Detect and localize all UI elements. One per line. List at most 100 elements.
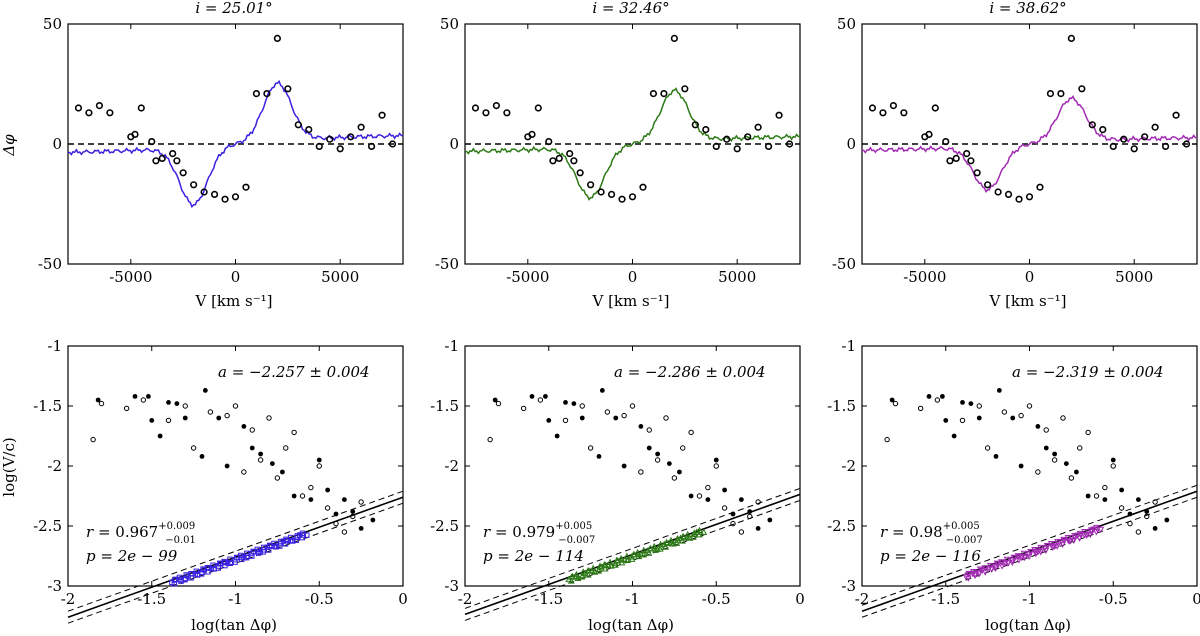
filled-point bbox=[1164, 517, 1170, 523]
observed-point bbox=[681, 85, 689, 93]
open-point bbox=[182, 403, 188, 409]
bottom-2-ytick-label: -3 bbox=[444, 577, 459, 595]
model-point bbox=[584, 567, 592, 574]
observed-point bbox=[723, 135, 731, 143]
model-point bbox=[193, 568, 199, 574]
model-point bbox=[1097, 526, 1105, 534]
open-point bbox=[140, 397, 147, 403]
observed-point bbox=[639, 183, 647, 191]
observed-point bbox=[231, 193, 240, 201]
observed-point bbox=[1161, 142, 1170, 150]
model-point bbox=[679, 532, 687, 540]
observed-point bbox=[367, 142, 376, 150]
model-point bbox=[1025, 553, 1033, 561]
observed-point bbox=[570, 157, 578, 165]
model-point bbox=[601, 561, 608, 568]
model-point bbox=[293, 537, 300, 543]
filled-point bbox=[157, 433, 163, 439]
observed-point bbox=[528, 130, 536, 138]
model-point bbox=[981, 565, 989, 572]
filled-point bbox=[940, 394, 945, 399]
filled-point bbox=[258, 451, 264, 457]
filled-point bbox=[571, 401, 577, 406]
model-point bbox=[595, 567, 603, 574]
observed-point bbox=[221, 195, 229, 203]
observed-point bbox=[326, 135, 334, 143]
observed-point bbox=[618, 195, 626, 203]
open-point bbox=[562, 417, 569, 424]
filled-point bbox=[613, 415, 619, 421]
open-point bbox=[1077, 445, 1083, 451]
open-point bbox=[350, 513, 356, 520]
model-point bbox=[1081, 529, 1089, 536]
open-point bbox=[884, 436, 890, 443]
open-point bbox=[696, 493, 703, 499]
model-point bbox=[650, 542, 658, 550]
model-point bbox=[1020, 554, 1028, 562]
open-point bbox=[1152, 499, 1158, 505]
open-point bbox=[283, 445, 289, 451]
open-point bbox=[1043, 427, 1049, 433]
filled-point bbox=[1063, 461, 1069, 466]
observed-point bbox=[744, 133, 752, 141]
observed-point bbox=[503, 109, 511, 117]
open-point bbox=[1127, 520, 1133, 527]
p-label-1: p = 2e − 99 bbox=[86, 547, 178, 565]
open-point bbox=[249, 427, 255, 433]
bottom-2-xtick-label: -2 bbox=[458, 590, 473, 608]
model-point bbox=[998, 559, 1005, 566]
observed-point bbox=[702, 126, 710, 134]
filled-point bbox=[889, 397, 895, 403]
bottom-ylabel: log(V/c) bbox=[0, 437, 18, 496]
filled-point bbox=[738, 497, 744, 502]
model-point bbox=[1011, 555, 1019, 562]
filled-point bbox=[1085, 493, 1091, 499]
observed-point bbox=[273, 34, 281, 43]
open-point bbox=[705, 484, 711, 491]
open-point bbox=[713, 463, 719, 469]
bottom-1-ytick-label: -3 bbox=[47, 577, 62, 595]
model-point bbox=[221, 558, 227, 565]
observed-point bbox=[1004, 190, 1013, 198]
observed-point bbox=[1151, 123, 1159, 131]
open-point bbox=[934, 397, 941, 403]
observed-point bbox=[357, 123, 365, 131]
filled-point bbox=[1144, 509, 1150, 514]
observed-point bbox=[775, 111, 783, 119]
open-point bbox=[98, 400, 105, 407]
model-point bbox=[623, 556, 631, 564]
observed-point bbox=[1182, 140, 1191, 148]
model-point bbox=[634, 548, 642, 556]
open-point bbox=[207, 409, 214, 415]
model-curve-3 bbox=[862, 95, 1197, 193]
filled-point bbox=[655, 451, 661, 457]
observed-point bbox=[649, 89, 658, 98]
model-point bbox=[700, 528, 708, 535]
observed-point bbox=[628, 193, 637, 201]
model-point bbox=[1037, 549, 1045, 556]
bottom-1-ytick-label: -2 bbox=[47, 457, 62, 475]
observed-point bbox=[963, 150, 971, 158]
model-point bbox=[662, 543, 670, 550]
open-point bbox=[892, 400, 899, 407]
observed-point bbox=[973, 169, 981, 177]
filled-point bbox=[713, 457, 719, 463]
top-xlabel-1: V [km s⁻¹] bbox=[194, 292, 272, 310]
filled-point bbox=[149, 418, 155, 423]
open-point bbox=[638, 469, 644, 475]
top-1-ytick-label: -50 bbox=[38, 255, 62, 273]
observed-point bbox=[712, 142, 720, 150]
bottom-3-xtick-label: -0.5 bbox=[1099, 590, 1128, 608]
bottom-2-ytick-label: -2.5 bbox=[430, 517, 459, 535]
bottom-1-xtick-label: -2 bbox=[61, 590, 76, 608]
filled-point bbox=[1135, 497, 1141, 502]
model-point bbox=[290, 538, 296, 544]
observed-point bbox=[576, 169, 584, 177]
observed-point bbox=[179, 169, 187, 177]
bottom-3-xtick-label: -2 bbox=[855, 590, 870, 608]
observed-point bbox=[148, 138, 156, 146]
bottom-1-ytick-label: -1.5 bbox=[33, 397, 62, 415]
model-point bbox=[601, 565, 609, 572]
model-point bbox=[1071, 533, 1078, 540]
open-point bbox=[587, 445, 594, 451]
